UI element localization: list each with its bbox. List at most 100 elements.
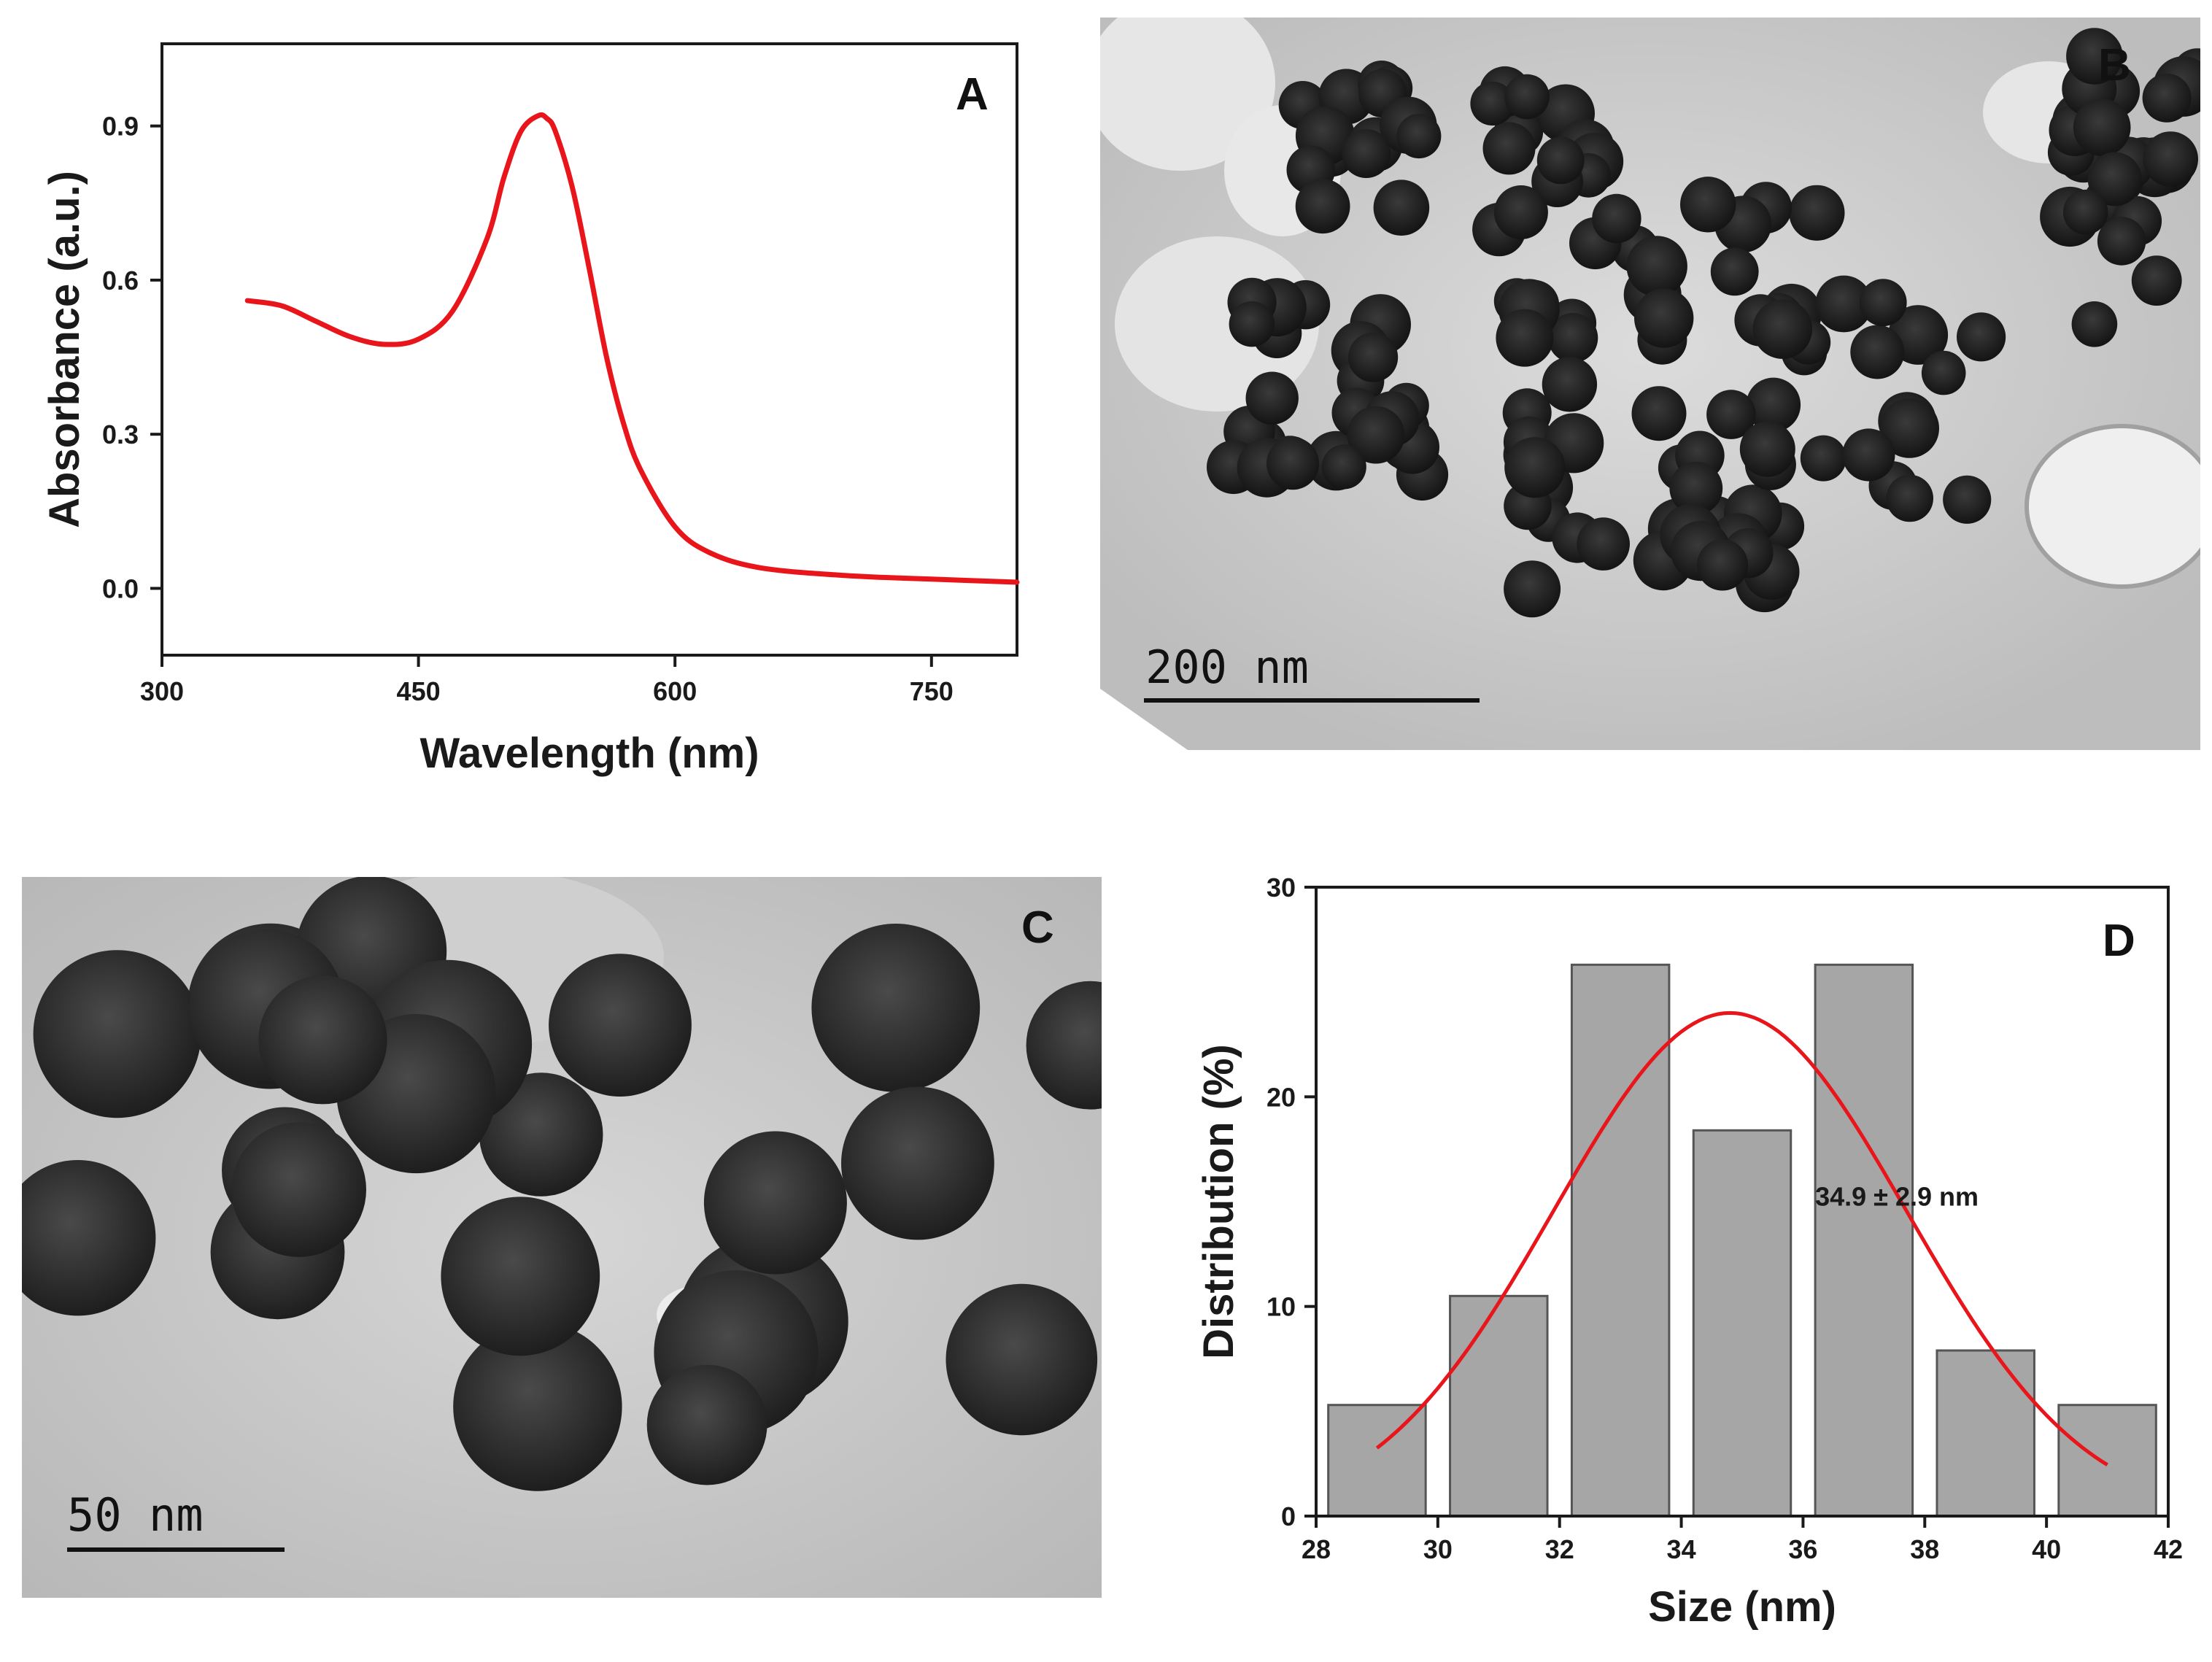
histogram-bar: [1570, 963, 1671, 1518]
panel-b-tem-image: 200 nm B: [1100, 18, 2200, 750]
panel-label-b: B: [2098, 40, 2131, 90]
nanoparticle: [1800, 435, 1846, 482]
x-tick-label: 34: [1667, 1534, 1696, 1564]
panel-label-d: D: [2103, 916, 2135, 966]
fit-annotation: 34.9 ± 2.9 nm: [1815, 1182, 1979, 1212]
y-tick-label: 0.3: [102, 420, 139, 449]
nanoparticle: [1680, 177, 1736, 233]
nanoparticle: [1879, 398, 1939, 458]
nanoparticle: [1815, 275, 1873, 333]
scale-bar-label-b: 200 nm: [1145, 641, 1309, 694]
x-tick-label: 450: [397, 676, 441, 706]
histogram-bar: [1449, 1294, 1549, 1518]
plot-frame-d: [1315, 886, 2170, 1518]
nanoparticle: [1752, 299, 1813, 359]
nanoparticle: [453, 1322, 622, 1491]
nanoparticle: [1321, 444, 1366, 490]
nanoparticle: [841, 1086, 994, 1240]
nanoparticle: [1746, 377, 1801, 433]
x-tick-label: 30: [1423, 1534, 1453, 1564]
nanoparticle: [1577, 517, 1630, 571]
x-tick-label: 40: [2032, 1534, 2061, 1564]
nanoparticle: [231, 1122, 366, 1257]
nanoparticle: [258, 975, 387, 1105]
x-tick-label: 32: [1545, 1534, 1574, 1564]
nanoparticle: [2073, 98, 2131, 156]
x-tick-label: 42: [2154, 1534, 2183, 1564]
gaussian-fit-curve: [1375, 1010, 2108, 1466]
nanoparticle: [2131, 255, 2182, 306]
tem-micrograph-b: 200 nm B: [1100, 18, 2200, 750]
nanoparticle: [1536, 136, 1585, 185]
nanoparticle: [1295, 179, 1350, 234]
nanoparticle: [1396, 114, 1442, 159]
y-tick-label: 0: [1281, 1501, 1296, 1531]
nanoparticle: [1631, 386, 1687, 441]
histogram-bar: [1814, 963, 1914, 1518]
y-axis-title-a: Absorbance (a.u.): [41, 171, 88, 528]
nanoparticle: [1504, 437, 1566, 498]
nanoparticle: [1342, 129, 1391, 178]
absorbance-chart-svg: A 300 450 600 750 0.0 0.3 0.6 0.9 Wavelength (nm…: [41, 42, 1020, 777]
tem-micrograph-c: 50 nm C: [22, 877, 1102, 1598]
nanoparticle: [2143, 131, 2198, 187]
nanoparticle: [703, 1131, 847, 1275]
histogram-bar: [1936, 1349, 2035, 1518]
nanoparticle: [2066, 28, 2123, 85]
nanoparticle: [1943, 475, 1992, 524]
nanoparticle: [1957, 312, 2006, 362]
nanoparticle: [1267, 437, 1319, 490]
nanoparticle: [1504, 74, 1550, 120]
scale-bar-label-c: 50 nm: [67, 1488, 204, 1542]
nanoparticle: [1496, 309, 1554, 367]
nanoparticles-b: [1207, 28, 2200, 618]
nanoparticle: [441, 1197, 600, 1356]
nanoparticle: [1592, 193, 1641, 244]
size-histogram-svg: D 28 30 32 34 36 38 40 42 0 10 20 30 Size (nm) Distri…: [1195, 873, 2183, 1631]
image-corner: [1100, 689, 1188, 750]
x-tick-label: 300: [140, 676, 184, 706]
nanoparticle: [1373, 179, 1430, 236]
nanoparticle: [1229, 301, 1275, 347]
nanoparticle: [1739, 421, 1795, 477]
histogram-bar: [1692, 1129, 1793, 1518]
nanoparticle: [1245, 371, 1299, 425]
nanoparticle: [1850, 325, 1905, 379]
x-axis-title-a: Wavelength (nm): [419, 730, 759, 777]
nanoparticle: [2097, 217, 2146, 266]
nanoparticle: [1634, 288, 1694, 348]
nanoparticle: [549, 954, 692, 1097]
nanoparticle: [1542, 357, 1598, 412]
nanoparticle: [2062, 189, 2108, 235]
nanoparticle: [1026, 981, 1102, 1110]
nanoparticle: [1348, 332, 1399, 382]
nanoparticle: [1696, 539, 1749, 591]
nanoparticle: [1626, 236, 1687, 297]
y-axis-title-d: Distribution (%): [1195, 1044, 1242, 1359]
y-tick-label: 0.0: [102, 573, 139, 603]
nanoparticle: [646, 1364, 767, 1485]
panel-a-absorbance-chart: A 300 450 600 750 0.0 0.3 0.6 0.9 Wavelength (nm…: [0, 0, 1065, 832]
nanoparticles-c: [22, 877, 1102, 1491]
histogram-bar: [1327, 1404, 1427, 1518]
panel-label-c: C: [1021, 902, 1054, 953]
nanoparticle: [2142, 73, 2192, 123]
nanoparticle: [479, 1072, 603, 1197]
absorbance-series-line: [244, 112, 1020, 585]
nanoparticle: [945, 1283, 1098, 1436]
nanoparticle: [1921, 350, 1966, 395]
y-tick-label: 20: [1267, 1082, 1296, 1112]
nanoparticle: [811, 924, 981, 1092]
nanoparticle: [1470, 81, 1515, 126]
film-hole: [1100, 18, 1275, 171]
nanoparticle: [1710, 247, 1759, 296]
x-tick-label: 600: [653, 676, 697, 706]
nanoparticle: [1842, 428, 1895, 482]
panel-label-a: A: [956, 69, 989, 120]
y-tick-label: 0.6: [102, 266, 139, 295]
nanoparticle: [1859, 279, 1907, 327]
nanoparticle: [33, 950, 201, 1118]
nanoparticle: [1669, 461, 1723, 515]
nanoparticle: [1493, 185, 1548, 239]
nanoparticle: [1706, 390, 1756, 439]
